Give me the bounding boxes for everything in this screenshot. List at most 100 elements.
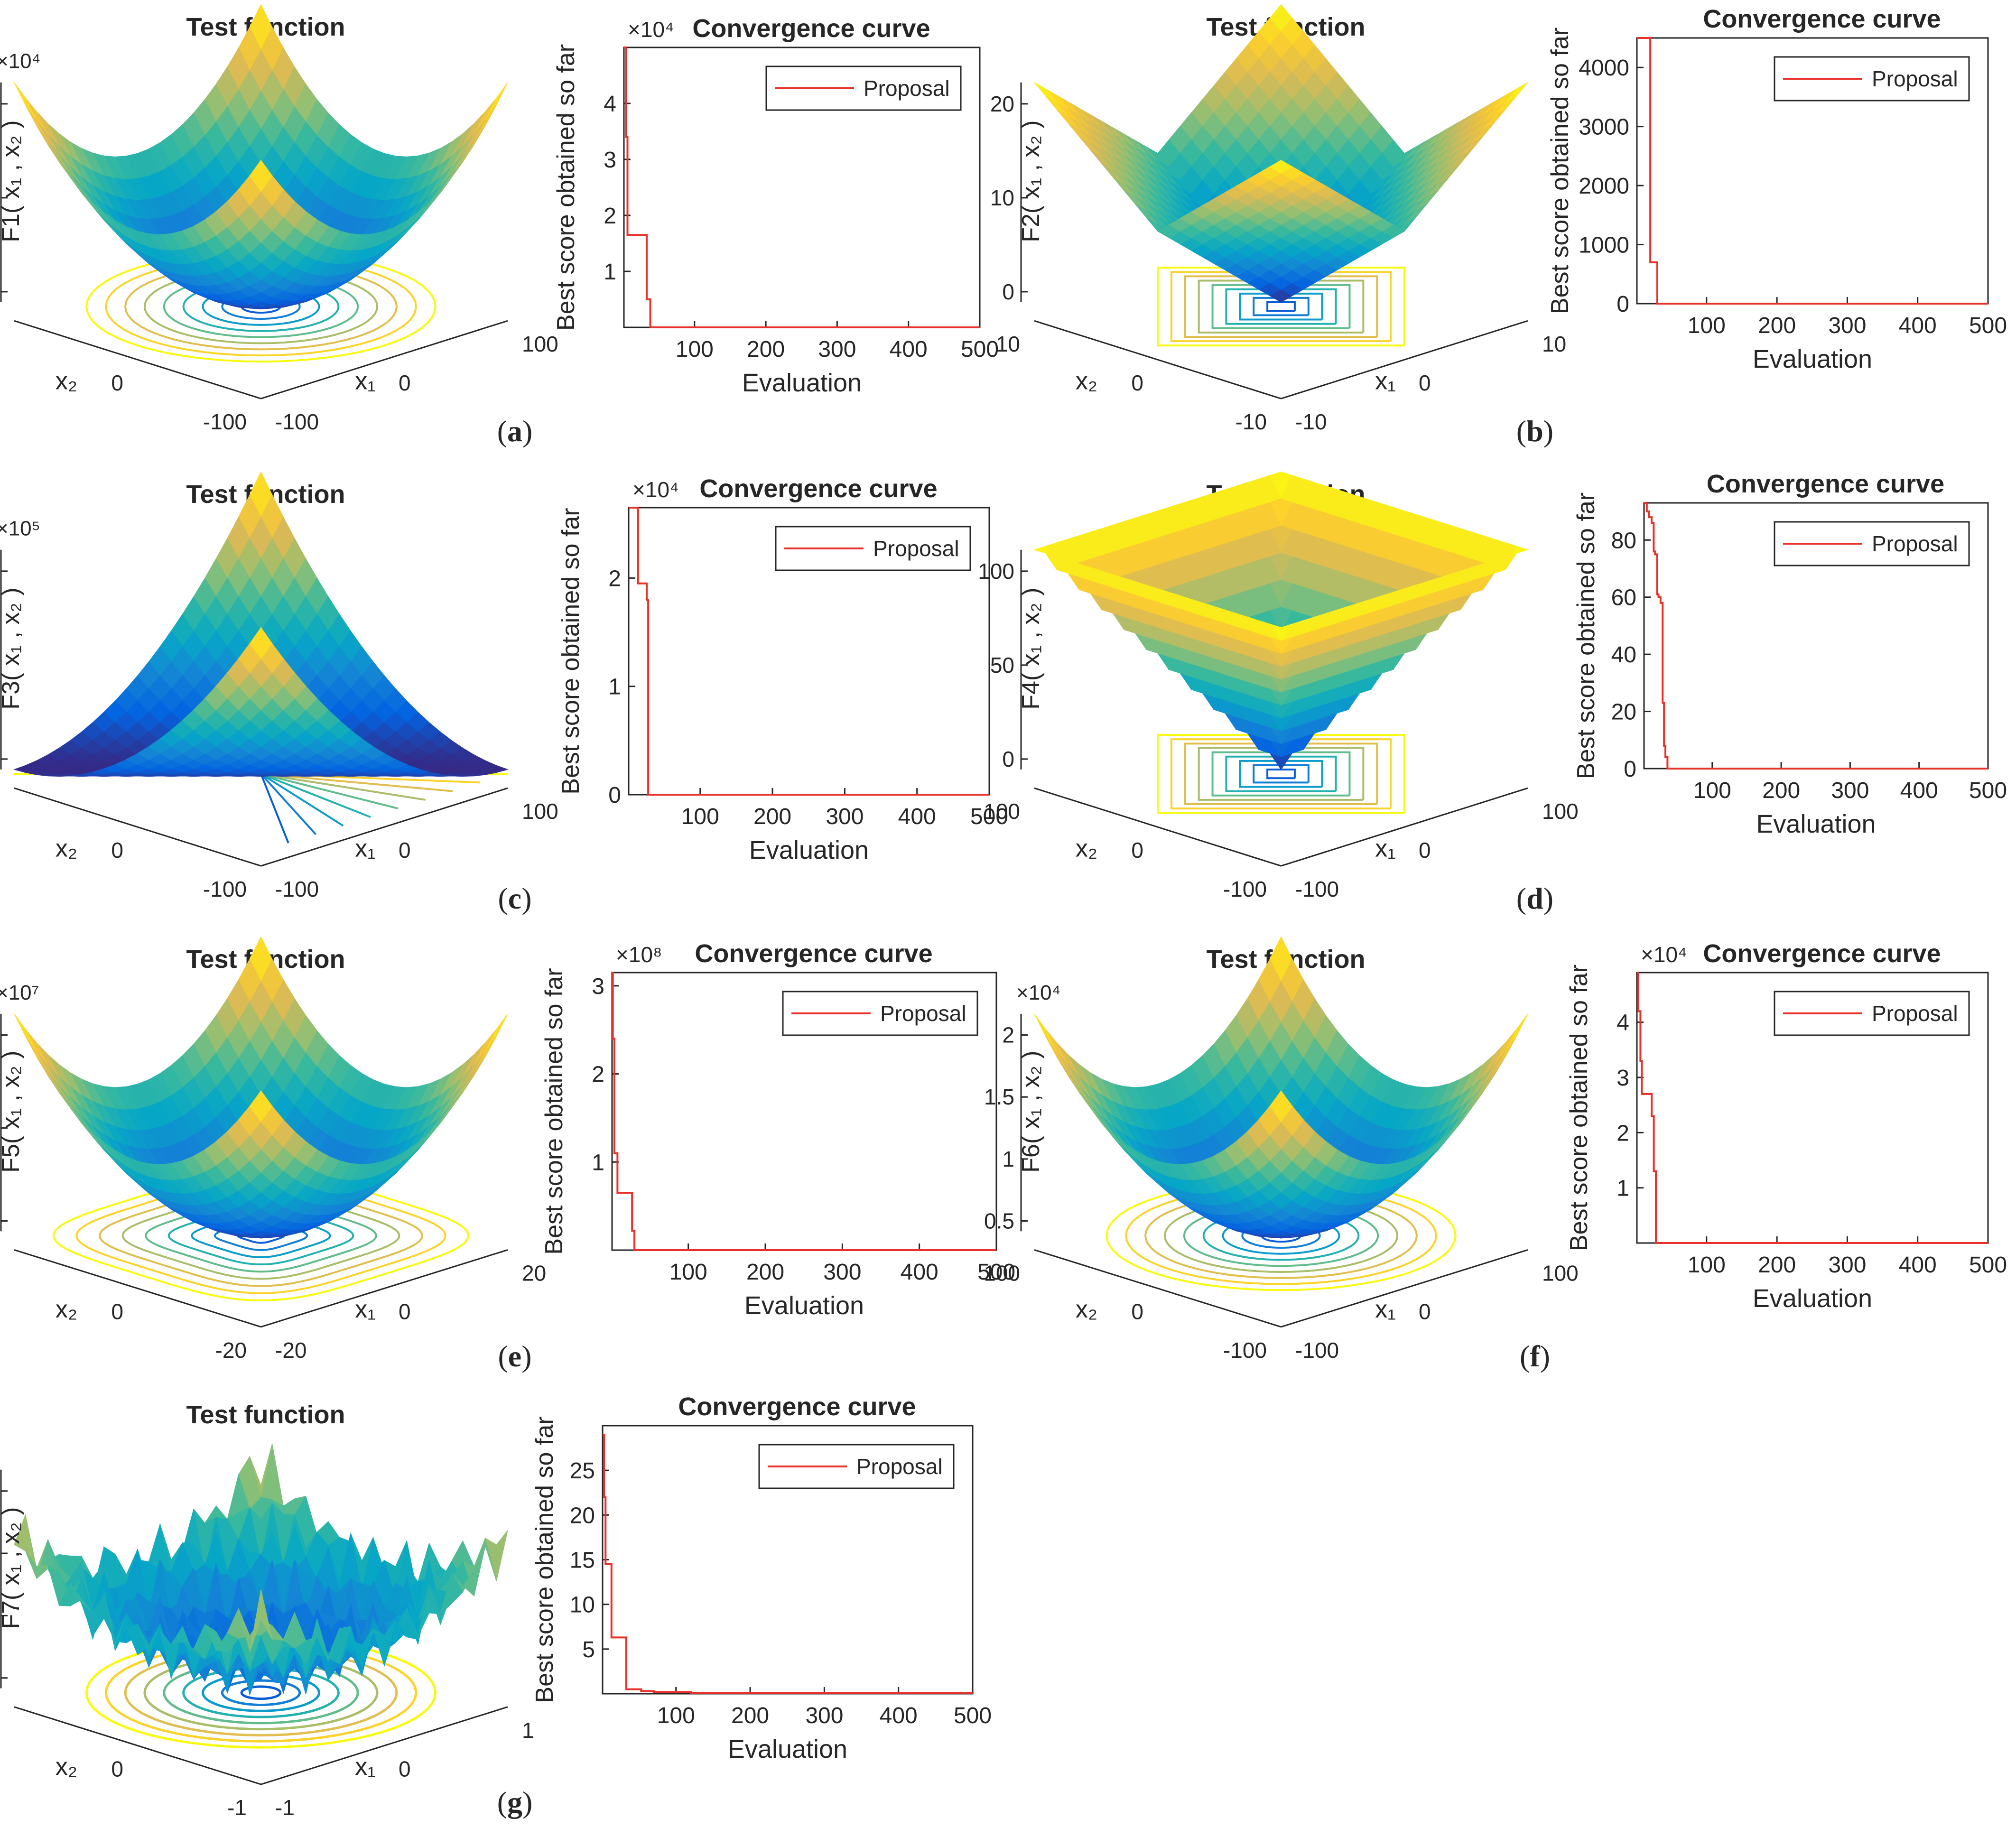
x2-tick-label: 100 (984, 1261, 1020, 1285)
y-tick-label: 0 (1617, 292, 1629, 317)
x2-tick-label: -100 (203, 409, 247, 434)
x2-tick-label: -100 (1223, 877, 1267, 901)
z-axis-label-args: ( x₁ , x₂ ) (1017, 1051, 1045, 1144)
panel-label-letter: a (507, 414, 522, 448)
convergence-line (629, 507, 989, 796)
panel-label-open: ( (498, 881, 508, 915)
y-tick-label: 4 (1617, 1011, 1629, 1036)
panel-label-open: ( (497, 414, 507, 448)
x-tick-label: 400 (880, 1703, 918, 1728)
z-axis-label-fn: F7 (0, 1600, 25, 1629)
x1-axis-line (260, 787, 508, 867)
panel-label-open: ( (1520, 1339, 1530, 1373)
x1-tick-label: 100 (522, 799, 558, 824)
x1-tick-label: -100 (1295, 1338, 1339, 1363)
surface-patch (25, 1029, 48, 1066)
surface-plot-d: Test function050100F4( x₁ , x₂ )-1000100… (978, 472, 1579, 901)
z-tick-label: 20 (990, 92, 1014, 116)
surface-title: Test function (186, 1401, 345, 1429)
contour-line (221, 1679, 301, 1706)
z-tick-label: 0.5 (984, 1209, 1014, 1234)
x-tick-label: 400 (898, 804, 936, 829)
contour-line (201, 1673, 321, 1712)
x2-axis-label: x₂ (1076, 1296, 1097, 1323)
panel-label-d: (d) (1516, 881, 1553, 915)
x-tick-label: 100 (1693, 778, 1731, 803)
contour-line (1125, 1186, 1437, 1285)
surface-patch (485, 1013, 508, 1052)
x-tick-label: 300 (826, 804, 864, 829)
legend-label: Proposal (873, 536, 959, 561)
contour-line (1253, 297, 1310, 316)
y-tick-label: 1 (592, 1150, 604, 1175)
contour-line (1184, 275, 1378, 338)
panel-label-open: ( (1516, 881, 1526, 915)
chart-title: Convergence curve (1703, 939, 1941, 968)
x2-tick-label: -1 (227, 1795, 247, 1820)
contour-line (240, 1685, 282, 1700)
x-tick-label: 300 (1828, 1252, 1866, 1278)
y-tick-label: 4000 (1579, 56, 1629, 81)
contour-line (1239, 292, 1323, 321)
x-tick-label: 100 (681, 804, 719, 829)
panel-label-b: (b) (1516, 414, 1553, 448)
surface-mesh (13, 471, 509, 777)
x2-tick-label: 10 (996, 332, 1020, 356)
x1-axis-label: x₁ (1375, 1296, 1396, 1323)
x1-axis-label: x₁ (355, 1753, 376, 1781)
panel-label: (e) (498, 1339, 531, 1373)
x-axis-label: Evaluation (1753, 1284, 1872, 1313)
y-tick-label: 2000 (1579, 174, 1629, 199)
x1-tick-label: -100 (275, 409, 319, 434)
x1-axis-label: x₁ (1375, 835, 1396, 862)
contour-line (1225, 288, 1337, 325)
z-exponent: ×10⁴ (1016, 981, 1061, 1004)
x-tick-label: 400 (901, 1260, 938, 1285)
x-tick-label: 400 (890, 337, 928, 362)
panel-label-c: (c) (498, 881, 531, 915)
panel-label-close: ) (522, 414, 532, 448)
panel-label: (f) (1520, 1339, 1550, 1373)
x2-axis-line (1034, 320, 1282, 399)
x-axis-label: Evaluation (728, 1735, 847, 1763)
x1-tick-label: 0 (399, 371, 411, 395)
contour-line (1170, 738, 1392, 810)
x-tick-label: 200 (753, 804, 791, 829)
z-tick-label: 2 (1002, 1023, 1014, 1048)
x-tick-label: 500 (970, 804, 1008, 829)
panel-label-open: ( (498, 1339, 508, 1373)
z-axis-label-args: ( x₁ , x₂ ) (0, 120, 25, 213)
contour-line (1253, 764, 1310, 784)
x2-tick-label: -100 (1223, 1338, 1267, 1363)
y-tick-label: 4 (604, 92, 616, 117)
surface-patch (1045, 1029, 1068, 1066)
x-tick-label: 300 (805, 1703, 843, 1728)
x2-axis-line (14, 1249, 261, 1328)
x1-tick-label: 10 (1542, 332, 1566, 356)
x-tick-label: 100 (1688, 1252, 1726, 1278)
y-tick-label: 1000 (1579, 233, 1629, 258)
z-axis-label-args: ( x₁ , x₂ ) (0, 587, 25, 681)
z-tick-label: 10 (990, 186, 1014, 210)
x-tick-label: 300 (1831, 778, 1869, 803)
y-exponent: ×10⁴ (628, 17, 674, 42)
z-tick-label: 100 (978, 559, 1014, 584)
y-tick-label: 20 (1611, 700, 1636, 725)
x2-axis-line (1034, 787, 1282, 867)
x-tick-label: 300 (823, 1260, 861, 1285)
x2-tick-label: 0 (111, 1756, 123, 1781)
z-exponent: ×10⁴ (0, 50, 41, 73)
y-tick-label: 10 (570, 1593, 595, 1618)
legend-label: Proposal (880, 1001, 966, 1026)
x2-axis-label: x₂ (1076, 835, 1097, 862)
y-tick-label: 0 (608, 783, 621, 808)
convergence-chart-g: Convergence curve 100 200 300 400 500 5 10 15 20 2… (531, 1392, 992, 1763)
chart-title: Convergence curve (695, 939, 932, 968)
y-tick-label: 20 (570, 1503, 595, 1528)
y-exponent: ×10⁴ (632, 477, 679, 502)
z-axis-label: F3( x₁ , x₂ ) (0, 587, 25, 709)
